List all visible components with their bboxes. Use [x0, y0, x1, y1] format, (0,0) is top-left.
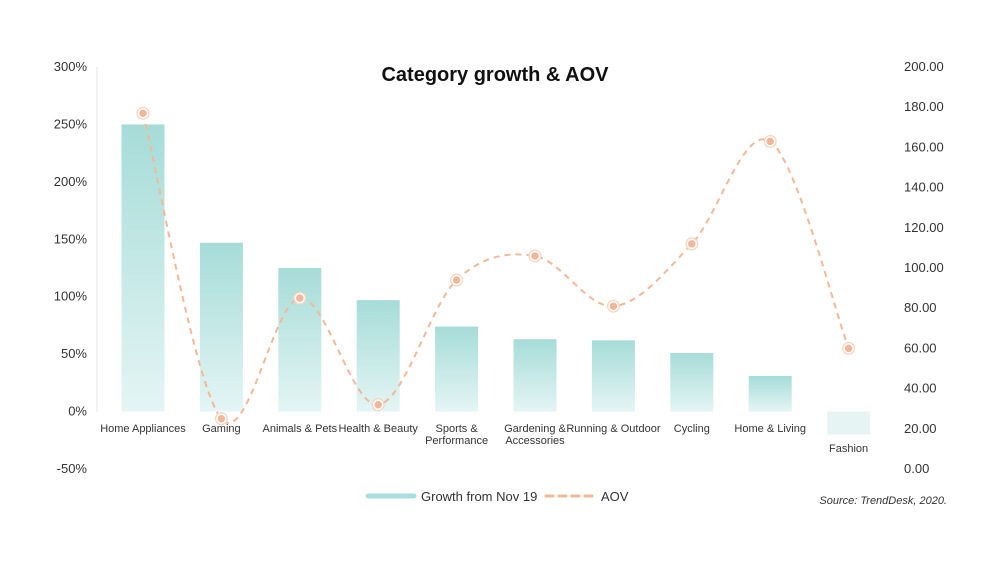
bar-2	[278, 268, 322, 412]
left-tick-label: 50%	[61, 346, 87, 361]
legend-line-label: AOV	[601, 489, 629, 504]
aov-point-0	[137, 107, 149, 119]
left-axis-ticks: -50% 0% 50% 100% 150% 200% 250% 300%	[54, 59, 88, 476]
aov-point-7	[686, 238, 698, 250]
left-tick-label: -50%	[57, 461, 88, 476]
aov-point-4	[451, 274, 462, 286]
category-label-1: Gaming	[202, 423, 241, 435]
right-tick-label: 40.00	[904, 381, 937, 396]
right-tick-label: 0.00	[904, 461, 929, 476]
right-tick-label: 200.00	[904, 59, 944, 74]
aov-point-8	[764, 136, 776, 147]
chart-title: Category growth & AOV	[381, 64, 609, 86]
aov-point-5	[529, 250, 541, 262]
right-tick-label: 100.00	[904, 260, 944, 275]
category-label-3: Health & Beauty	[338, 423, 418, 435]
bar-0	[121, 124, 165, 412]
aov-point-6	[608, 300, 619, 312]
right-tick-label: 180.00	[904, 99, 944, 114]
bar-9	[827, 411, 871, 435]
right-tick-label: 20.00	[904, 421, 937, 436]
right-axis-ticks: 0.00 20.00 40.00 60.00 80.00 100.00 120.00 140.…	[904, 59, 944, 476]
category-label-4: Sports & Performance	[425, 423, 488, 447]
aov-point-9	[843, 343, 854, 354]
category-labels: Home Appliances Gaming Animals & Pets Healt…	[100, 423, 868, 455]
category-label-6: Running & Outdoor	[566, 423, 661, 435]
category-label-7: Cycling	[674, 423, 710, 435]
legend-bar-label: Growth from Nov 19	[421, 489, 537, 504]
right-tick-label: 140.00	[904, 180, 944, 195]
aov-point-2	[294, 292, 306, 304]
bar-6	[591, 340, 635, 412]
bar-3	[356, 300, 400, 412]
category-label-8: Home & Living	[734, 423, 806, 435]
bar-7	[670, 352, 714, 412]
aov-point-1	[216, 413, 227, 424]
bars	[121, 124, 871, 435]
category-label-2: Animals & Pets	[263, 423, 338, 435]
bar-4	[435, 326, 479, 412]
bar-5	[513, 339, 557, 412]
aov-points	[136, 106, 856, 426]
category-label-5: Gardening & Accessories	[504, 423, 566, 447]
right-tick-label: 120.00	[904, 220, 944, 235]
aov-point-3	[372, 399, 384, 410]
bar-1	[199, 242, 243, 412]
legend: Growth from Nov 19 AOV	[365, 489, 629, 504]
right-tick-label: 80.00	[904, 300, 937, 315]
aov-line	[142, 112, 850, 424]
left-tick-label: 100%	[54, 289, 88, 304]
left-tick-label: 0%	[68, 404, 87, 419]
left-tick-label: 200%	[54, 174, 88, 189]
left-tick-label: 250%	[54, 116, 88, 131]
category-label-0: Home Appliances	[100, 423, 186, 435]
right-tick-label: 60.00	[904, 340, 937, 355]
bar-8	[748, 375, 792, 412]
category-label-9: Fashion	[829, 443, 868, 455]
right-tick-label: 160.00	[904, 139, 944, 154]
left-tick-label: 300%	[54, 59, 88, 74]
source-note: Source: TrendDesk, 2020.	[819, 495, 947, 507]
left-tick-label: 150%	[54, 231, 88, 246]
